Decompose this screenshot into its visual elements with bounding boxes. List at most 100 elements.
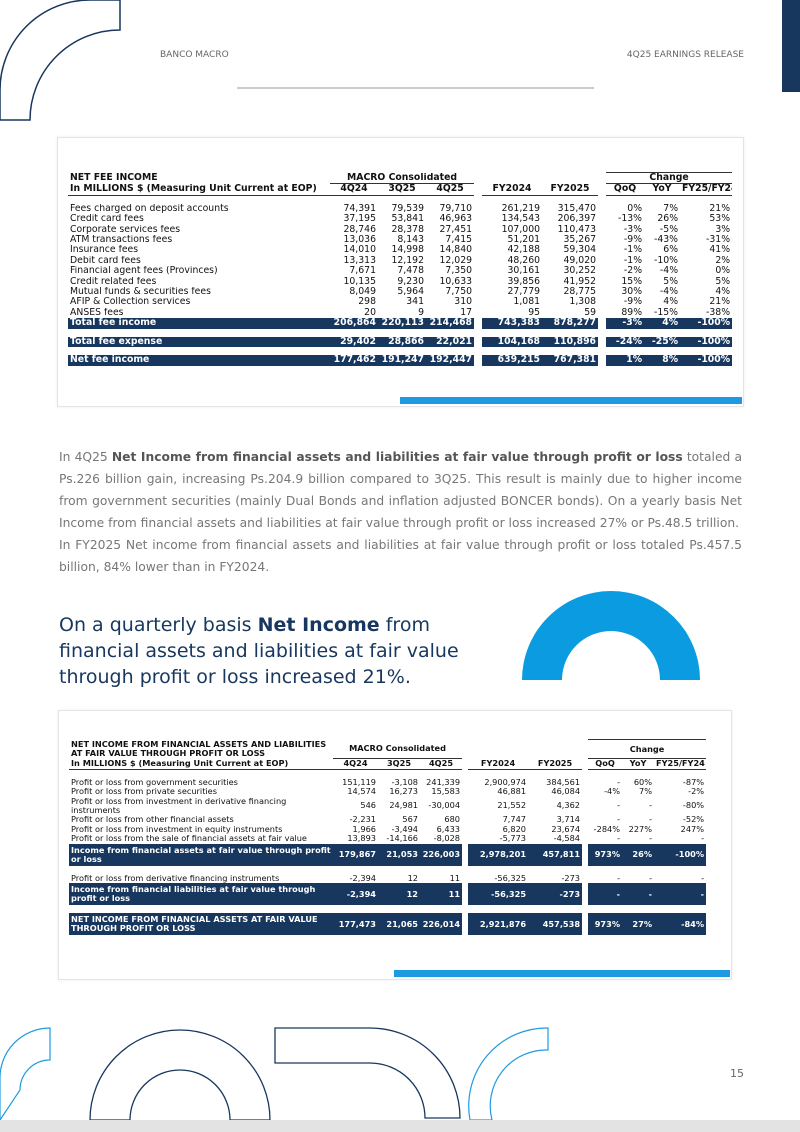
cell: 384,561 — [546, 777, 581, 787]
spacer — [68, 329, 732, 337]
cell: 5% — [715, 276, 731, 287]
data-table: NET FEE INCOME MACRO Consolidated Change In… — [68, 171, 733, 366]
cell: 21,065 — [378, 913, 420, 936]
row-label: Debit card fees — [70, 255, 141, 266]
cell: 11 — [449, 873, 461, 883]
cell: -80% — [682, 800, 705, 811]
cell: 27% — [622, 913, 655, 936]
cell: 177,462 — [330, 355, 378, 366]
total-row: Income from financial liabilities at fai… — [69, 883, 707, 906]
cell: -9% — [623, 235, 643, 246]
cell: 27,779 — [507, 287, 541, 298]
cell: 28,866 — [378, 336, 426, 348]
text-run: In 4Q25 — [59, 450, 112, 464]
cell: 30,252 — [563, 266, 597, 277]
row-label: Profit or loss from investment in equity… — [71, 824, 283, 834]
cell: 74,391 — [343, 203, 376, 214]
cell: -14,166 — [386, 833, 418, 844]
cell: -30,004 — [428, 800, 461, 811]
cell: -284% — [593, 824, 621, 834]
cell: -2% — [623, 266, 643, 277]
cell: 53% — [709, 214, 731, 225]
cell: 639,215 — [482, 355, 543, 366]
cell: -2,394 — [333, 883, 378, 906]
spacer — [474, 173, 482, 184]
header-row: NET INCOME FROM FINANCIAL ASSETS AND LIA… — [69, 739, 707, 759]
cell: 28,746 — [343, 224, 376, 235]
row-label: Total fee income — [68, 318, 330, 329]
spacer — [474, 256, 482, 266]
spacer — [598, 277, 606, 287]
cell: 2% — [715, 255, 731, 266]
cell: 12 — [407, 873, 418, 883]
cell: 10,135 — [343, 276, 376, 287]
cell: 973% — [588, 913, 623, 936]
gap — [68, 195, 732, 204]
row-label: ANSES fees — [70, 307, 124, 318]
cell: -100% — [654, 843, 707, 866]
row-label: AFIP & Collection services — [70, 297, 191, 308]
spacer — [598, 266, 606, 276]
accent-bar — [394, 970, 730, 977]
row-label: Profit or loss from derivative financing… — [71, 873, 280, 883]
cell: -1% — [623, 255, 643, 266]
spacer — [598, 297, 606, 307]
cell: 680 — [444, 814, 461, 825]
text-run: In FY2025 Net income from financial asse… — [59, 538, 742, 574]
cell: -9% — [623, 297, 643, 308]
row-label: Net fee income — [68, 355, 330, 366]
column-header: 3Q25 — [378, 183, 426, 196]
spacer — [474, 337, 482, 347]
cell: -84% — [654, 913, 707, 936]
cell: 30% — [621, 287, 643, 298]
cell: -3,494 — [391, 824, 418, 834]
cell: 14,574 — [347, 787, 376, 797]
cell: 26% — [657, 214, 679, 225]
cell: 51,201 — [507, 235, 541, 246]
table-title: NET INCOME FROM FINANCIAL ASSETS AND LIA… — [71, 739, 327, 758]
cell: 53,841 — [391, 214, 424, 225]
cell: 10,633 — [439, 276, 473, 287]
cell: - — [649, 814, 653, 825]
data-row: Profit or loss from private securities 14… — [69, 787, 706, 797]
row-label: Profit or loss from other financial asse… — [71, 814, 234, 825]
cell: 22,021 — [426, 336, 475, 348]
cell: -43% — [654, 235, 679, 246]
cell: 7,478 — [397, 266, 424, 277]
cell: 59 — [584, 307, 597, 318]
paragraph: In 4Q25 Net Income from financial assets… — [59, 446, 742, 534]
cell: 310 — [454, 297, 473, 308]
cell: 247% — [680, 824, 705, 834]
column-header: QoQ — [606, 183, 645, 196]
cell: 104,168 — [482, 336, 543, 348]
header-row: NET FEE INCOME MACRO Consolidated Change — [68, 171, 733, 185]
cell: -15% — [654, 307, 679, 318]
cell: - — [617, 873, 621, 883]
gap — [68, 347, 732, 355]
cell: - — [617, 777, 621, 787]
bottom-arc — [274, 1027, 461, 1119]
cell: 110,473 — [557, 224, 597, 235]
row-label: Total fee expense — [68, 336, 330, 348]
total-row: Net fee income 177,462 191,247 192,447 639,2… — [68, 355, 733, 366]
cell: -4,584 — [553, 833, 581, 844]
cell: 41% — [709, 245, 731, 256]
cell: -56,325 — [494, 873, 527, 883]
cell: -100% — [680, 336, 733, 348]
cell: - — [701, 833, 705, 844]
cell: 15% — [621, 276, 643, 287]
text-run: from financial assets and liabilities at… — [59, 614, 459, 688]
spacer — [474, 235, 482, 245]
cell: 567 — [402, 814, 418, 825]
cell: 14,840 — [439, 245, 473, 256]
row-label: Profit or loss from investment in deriva… — [71, 796, 287, 815]
cell: 26% — [622, 843, 655, 866]
cell: 2,900,974 — [484, 777, 527, 787]
row-label: Corporate services fees — [70, 224, 181, 235]
cell: 23,674 — [551, 824, 581, 834]
column-header: 4Q24 — [330, 183, 378, 196]
column-header: FY2025 — [528, 758, 583, 770]
cell: -3,108 — [391, 777, 418, 787]
gap — [69, 866, 706, 874]
